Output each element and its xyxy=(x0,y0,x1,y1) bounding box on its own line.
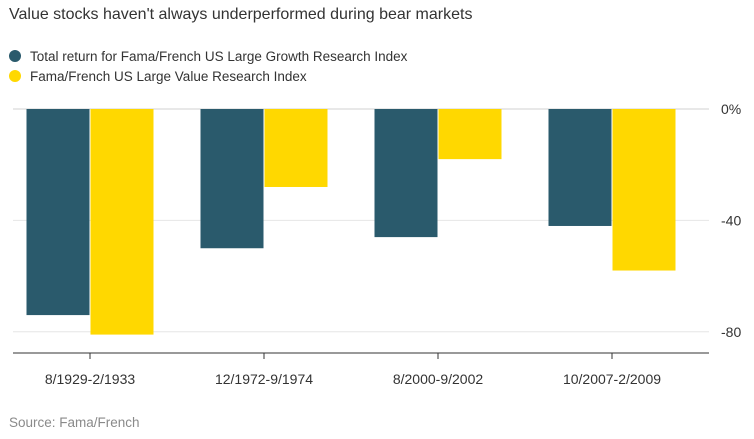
bar-value xyxy=(438,109,502,160)
legend-label-value: Fama/French US Large Value Research Inde… xyxy=(30,68,307,84)
y-tick-label: -40 xyxy=(721,212,741,228)
legend-item-growth: Total return for Fama/French US Large Gr… xyxy=(9,46,407,66)
y-tick-label: 0% xyxy=(721,101,741,117)
y-tick-label: -80 xyxy=(721,324,741,340)
x-tick-label: 10/2007-2/2009 xyxy=(563,371,661,387)
x-tick-label: 8/1929-2/1933 xyxy=(45,371,136,387)
bar-growth xyxy=(374,109,438,238)
legend-label-growth: Total return for Fama/French US Large Gr… xyxy=(30,48,408,64)
legend-swatch-value xyxy=(9,70,21,82)
legend-item-value: Fama/French US Large Value Research Inde… xyxy=(9,66,407,86)
chart-title: Value stocks haven't always underperform… xyxy=(9,6,473,23)
bar-growth xyxy=(548,109,612,226)
legend: Total return for Fama/French US Large Gr… xyxy=(9,46,407,86)
x-tick-label: 8/2000-9/2002 xyxy=(393,371,484,387)
legend-swatch-growth xyxy=(9,50,21,62)
bar-growth xyxy=(26,109,90,316)
bar-value xyxy=(264,109,328,187)
bar-value xyxy=(612,109,676,271)
bar-value xyxy=(90,109,154,335)
x-tick-label: 12/1972-9/1974 xyxy=(215,371,313,387)
source-note: Source: Fama/French xyxy=(9,415,140,430)
bar-growth xyxy=(200,109,264,249)
